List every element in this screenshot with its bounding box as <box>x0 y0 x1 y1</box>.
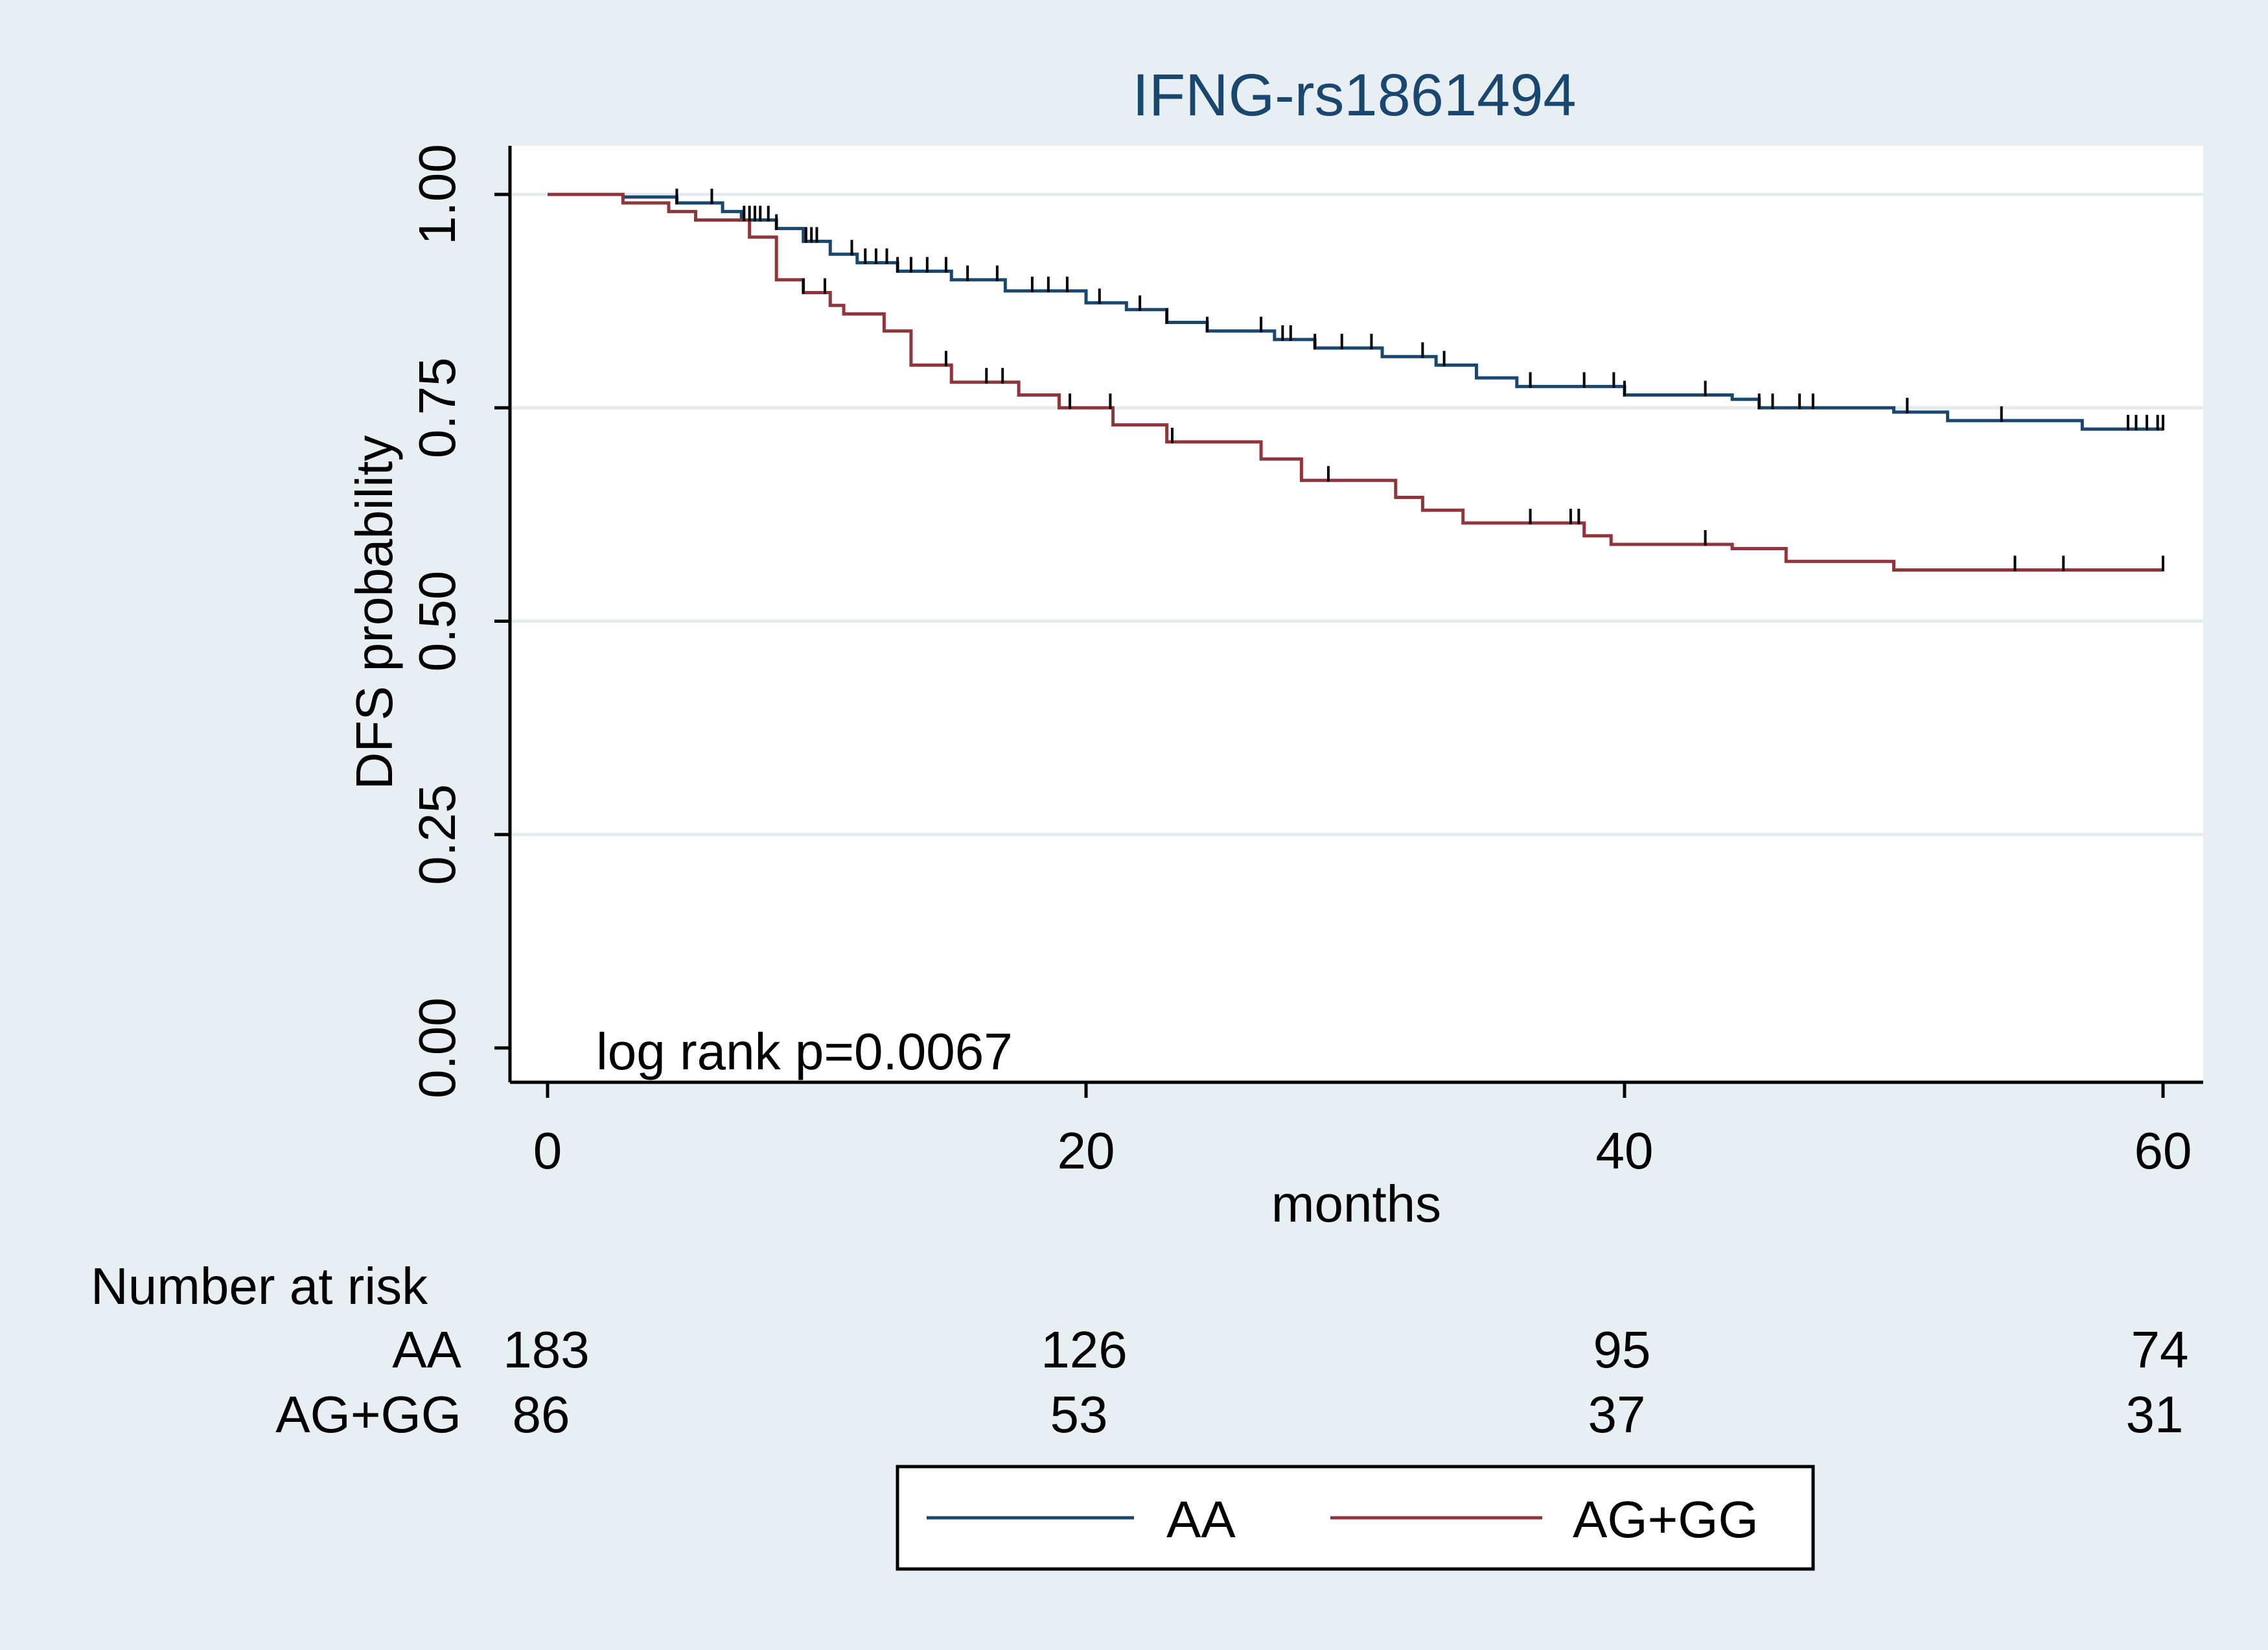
chart-title: IFNG-rs1861494 <box>1132 62 1576 128</box>
risk-row-label: AG+GG <box>275 1386 461 1443</box>
legend-label-ag-gg: AG+GG <box>1573 1491 1759 1548</box>
x-tick-label: 20 <box>1058 1122 1115 1179</box>
risk-count: 74 <box>2131 1321 2189 1378</box>
x-tick-label: 60 <box>2135 1122 2192 1179</box>
risk-count: 183 <box>503 1321 589 1378</box>
survival-curve-ag-gg <box>548 192 2163 572</box>
plot-area <box>510 146 2203 1082</box>
risk-count: 126 <box>1041 1321 1127 1378</box>
legend-label-aa: AA <box>1166 1491 1236 1548</box>
x-axis-label: months <box>1271 1175 1441 1233</box>
y-axis-ticks: 0.00 0.25 0.50 0.75 1.00 <box>408 144 510 1098</box>
risk-count: 37 <box>1588 1386 1646 1443</box>
y-tick-label: 0.00 <box>408 997 466 1098</box>
risk-table-title: Number at risk <box>91 1257 428 1315</box>
risk-row-ag-gg: AG+GG 86 53 37 31 <box>275 1386 2183 1443</box>
y-tick-label: 0.50 <box>408 571 466 672</box>
risk-row-label: AA <box>392 1321 461 1378</box>
y-axis-label: DFS probability <box>345 436 403 790</box>
legend: AA AG+GG <box>896 1465 1815 1571</box>
risk-count: 31 <box>2126 1386 2184 1443</box>
y-tick-label: 0.75 <box>408 357 466 458</box>
risk-count: 86 <box>513 1386 570 1443</box>
x-tick-label: 40 <box>1596 1122 1654 1179</box>
risk-count: 95 <box>1593 1321 1651 1378</box>
log-rank-annotation: log rank p=0.0067 <box>596 1023 1013 1080</box>
x-tick-label: 0 <box>533 1122 562 1179</box>
censor-marks <box>675 189 2164 572</box>
risk-count: 53 <box>1050 1386 1108 1443</box>
risk-table: Number at risk AA 183 126 95 74 AG+GG 86… <box>91 1257 2188 1443</box>
y-tick-label: 0.25 <box>408 784 466 885</box>
x-axis-ticks: 0 20 40 60 <box>533 1082 2192 1179</box>
y-tick-label: 1.00 <box>408 144 466 245</box>
gridlines <box>512 192 2203 837</box>
risk-row-aa: AA 183 126 95 74 <box>392 1321 2188 1378</box>
